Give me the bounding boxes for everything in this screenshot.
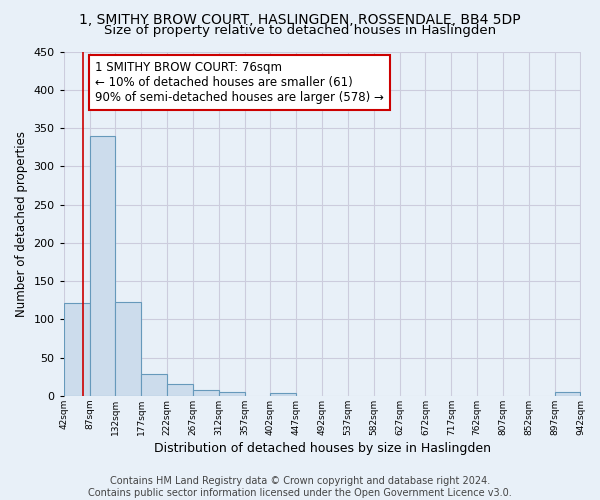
Text: Contains HM Land Registry data © Crown copyright and database right 2024.
Contai: Contains HM Land Registry data © Crown c… [88,476,512,498]
Bar [167,384,193,396]
Bar [271,393,296,396]
Y-axis label: Number of detached properties: Number of detached properties [15,130,28,316]
Text: 1 SMITHY BROW COURT: 76sqm
← 10% of detached houses are smaller (61)
90% of semi: 1 SMITHY BROW COURT: 76sqm ← 10% of deta… [95,60,384,104]
Bar [193,390,219,396]
X-axis label: Distribution of detached houses by size in Haslingden: Distribution of detached houses by size … [154,442,491,455]
Bar [141,374,167,396]
Text: Size of property relative to detached houses in Haslingden: Size of property relative to detached ho… [104,24,496,37]
Bar [64,302,89,396]
Bar [89,136,115,396]
Bar [554,392,580,396]
Text: 1, SMITHY BROW COURT, HASLINGDEN, ROSSENDALE, BB4 5DP: 1, SMITHY BROW COURT, HASLINGDEN, ROSSEN… [79,12,521,26]
Bar [219,392,245,396]
Bar [115,302,141,396]
